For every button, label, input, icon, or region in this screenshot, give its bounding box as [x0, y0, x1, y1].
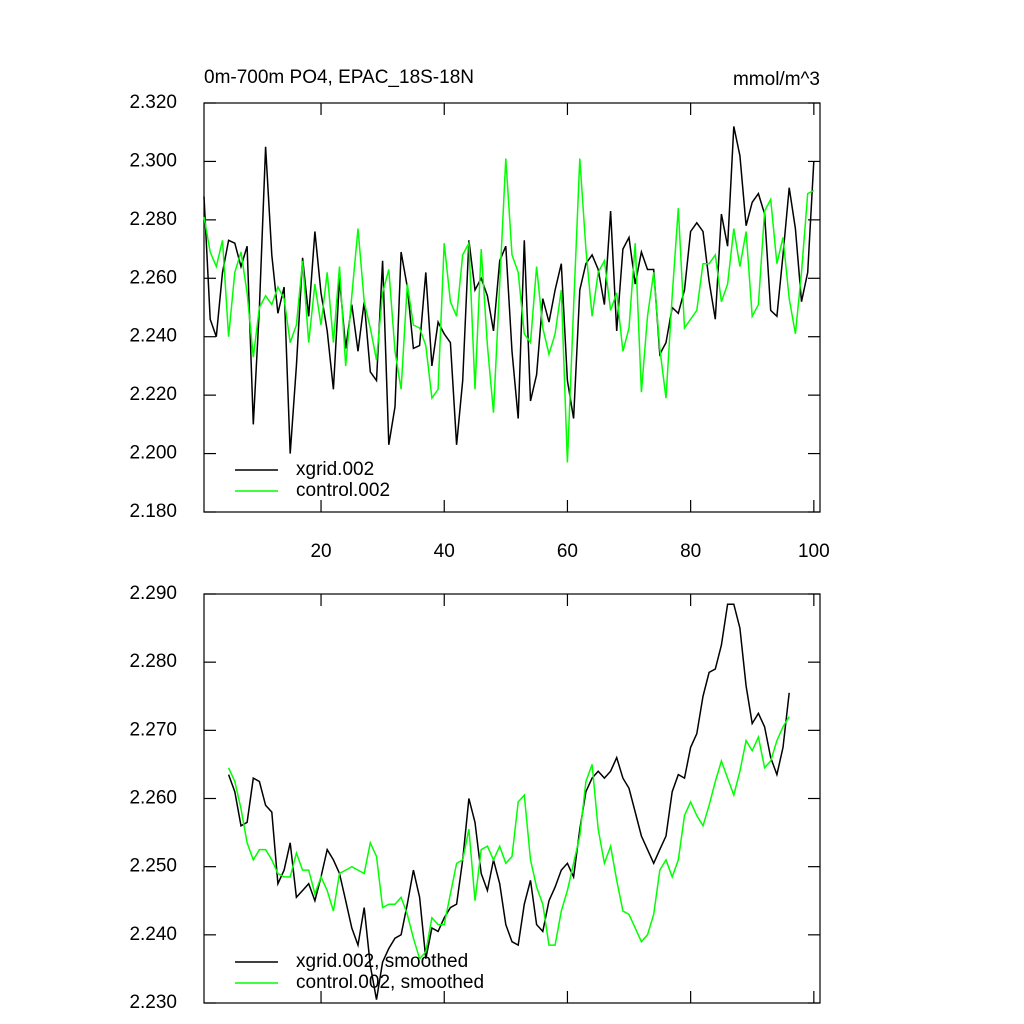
legend-label: control.002, smoothed [296, 972, 484, 993]
y-tick-label: 2.200 [129, 443, 177, 464]
x-tick-label: 40 [434, 541, 455, 562]
y-tick-label: 2.280 [129, 209, 177, 230]
y-tick-label: 2.240 [129, 924, 177, 945]
data-line [203, 158, 815, 463]
y-tick-label: 2.300 [129, 150, 177, 171]
x-tick-label: 100 [798, 541, 830, 562]
legend-label: xgrid.002 [296, 459, 374, 480]
y-tick-label: 2.260 [129, 788, 177, 809]
y-tick-label: 2.250 [129, 856, 177, 877]
x-tick-label: 60 [557, 541, 578, 562]
legend-label: xgrid.002, smoothed [296, 951, 468, 972]
x-tick-label: 20 [310, 541, 331, 562]
y-tick-label: 2.180 [129, 501, 177, 522]
y-tick-label: 2.260 [129, 267, 177, 288]
units-label: mmol/m^3 [733, 69, 820, 90]
y-tick-label: 2.240 [129, 326, 177, 347]
x-tick-label: 80 [680, 541, 701, 562]
y-tick-label: 2.230 [129, 992, 177, 1013]
y-tick-label: 2.320 [129, 92, 177, 113]
legend-label: control.002 [296, 480, 390, 501]
y-tick-label: 2.220 [129, 384, 177, 405]
plot-frame [203, 102, 821, 513]
y-tick-label: 2.290 [129, 583, 177, 604]
data-line [227, 603, 790, 1000]
y-tick-label: 2.270 [129, 719, 177, 740]
y-tick-label: 2.280 [129, 651, 177, 672]
data-line [203, 126, 815, 454]
chart-title: 0m-700m PO4, EPAC_18S-18N [204, 67, 474, 88]
data-line [227, 716, 790, 961]
